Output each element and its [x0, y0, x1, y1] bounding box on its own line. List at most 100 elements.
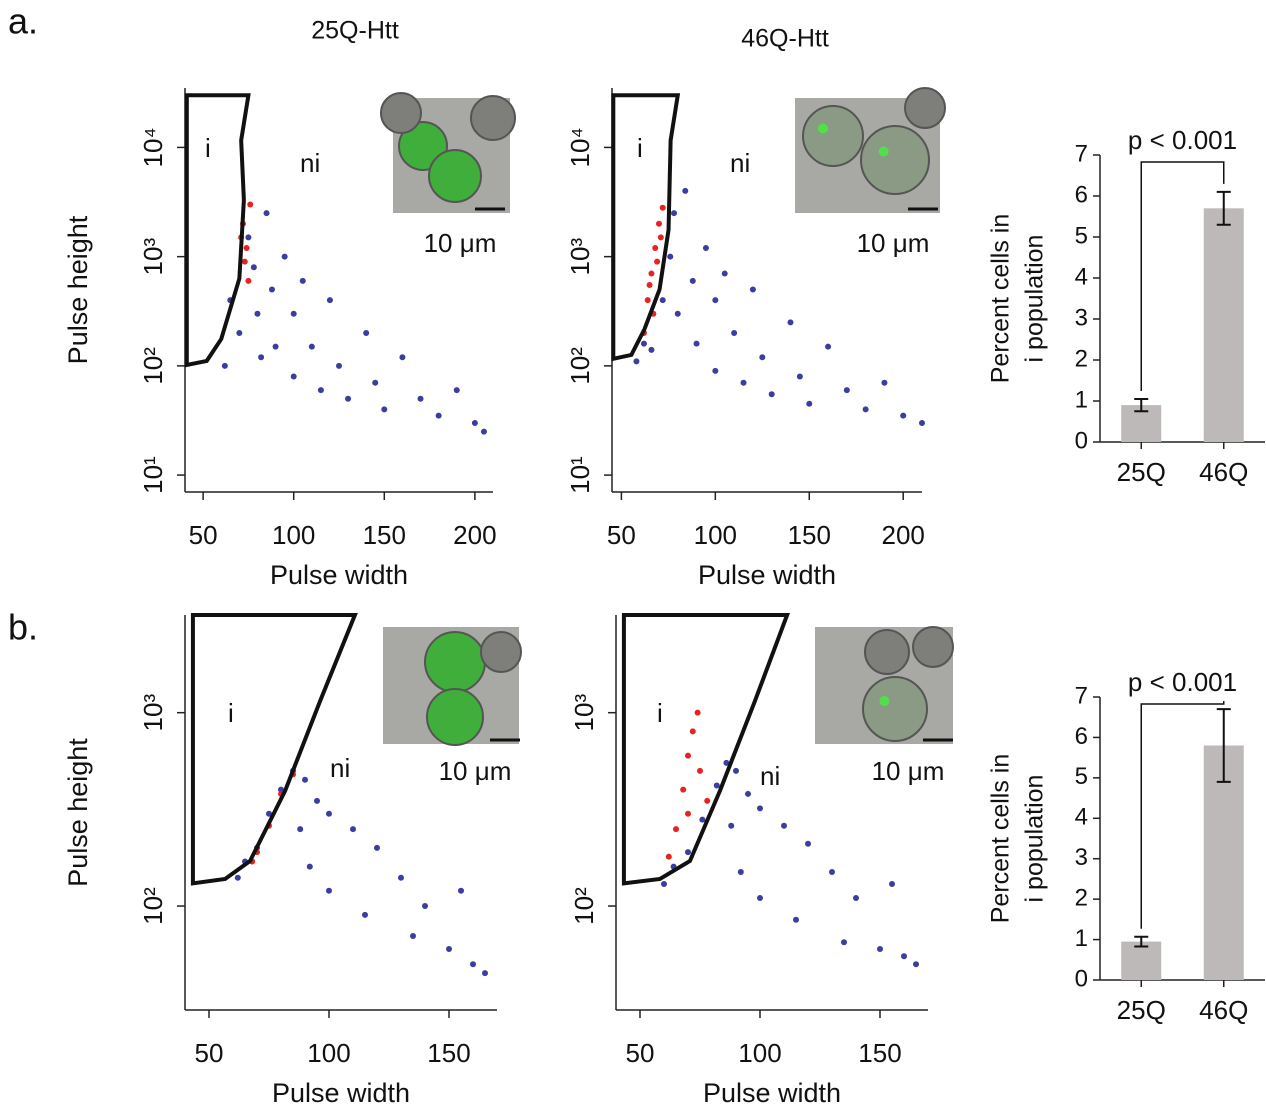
scatter-point [374, 844, 380, 851]
scatter-point [919, 419, 925, 426]
scatter-point [221, 362, 228, 369]
scatter-point [689, 277, 696, 284]
x-axis-label: Pulse width [698, 560, 836, 590]
y-axis-label: Percent cells in [987, 754, 1015, 924]
y-tick-label: 6 [1075, 181, 1088, 208]
scatter-point [306, 863, 313, 870]
scatter-point [697, 767, 703, 774]
y-tick-label: 10³ [138, 694, 168, 732]
scatter-point [317, 387, 324, 394]
gate [611, 93, 681, 362]
scatter-point [659, 297, 666, 304]
scatter-point [245, 277, 252, 284]
scatter-point [422, 903, 428, 910]
x-tick-label: 25Q [1117, 457, 1166, 487]
region-label: i [657, 698, 663, 728]
scatter-point [731, 329, 738, 336]
scatter-point [796, 373, 803, 380]
scatter-point [793, 916, 799, 923]
region-label: ni [760, 761, 780, 791]
x-axis-label: Pulse width [270, 560, 408, 590]
significance-bracket [1140, 161, 1225, 391]
x-axis-label: Pulse width [703, 1078, 841, 1108]
y-tick-label: 10³ [565, 238, 595, 276]
scatter-point [805, 840, 811, 847]
scatter-point [372, 379, 379, 386]
x-tick-label: 200 [453, 520, 496, 550]
y-tick-label: 7 [1075, 682, 1088, 709]
scatter-point [241, 258, 248, 265]
scatter-point [326, 887, 332, 894]
chart-title: 46Q-Htt [741, 25, 829, 53]
gate [621, 613, 791, 886]
scatter-point [862, 406, 869, 413]
scatter-point [740, 379, 747, 386]
y-tick-label: 4 [1075, 263, 1088, 290]
inset-cell [380, 92, 422, 134]
y-tick-label: 0 [1075, 965, 1088, 992]
x-tick-label: 46Q [1199, 457, 1248, 487]
scatter-point [654, 258, 661, 265]
x-tick-label: 50 [189, 520, 218, 550]
x-axis-label: Pulse width [272, 1078, 410, 1108]
x-tick-label: 100 [307, 1038, 350, 1068]
scatter-point [652, 244, 659, 251]
y-tick-label: 10¹ [565, 456, 595, 494]
scatter-point [659, 204, 666, 211]
scatter-point [685, 810, 691, 817]
scatter-point [843, 387, 850, 394]
y-axis-label: i population [1021, 775, 1049, 903]
scatter-point [417, 395, 424, 402]
bar [1121, 941, 1162, 980]
x-tick-label: 150 [858, 1038, 901, 1068]
y-tick-label: 3 [1075, 844, 1088, 871]
y-tick-label: 2 [1075, 884, 1088, 911]
y-tick-label: 2 [1075, 345, 1088, 372]
y-tick-label: 0 [1075, 427, 1088, 454]
scatter-point [682, 187, 689, 194]
inset-cell [862, 676, 928, 742]
scatter-point [704, 797, 711, 804]
scatter-point [234, 874, 241, 881]
scatter-point [685, 752, 691, 759]
y-tick-label: 3 [1075, 304, 1088, 331]
scatter-point [737, 868, 744, 875]
scatter-point [247, 201, 254, 208]
scatter-point [689, 728, 696, 735]
error-bar [1216, 190, 1231, 226]
scale-label: 10 μm [424, 228, 497, 258]
scatter-point [901, 953, 907, 960]
inset-cell [480, 631, 522, 673]
scatter-point [471, 419, 478, 426]
scatter-point [453, 387, 460, 394]
region-label: i [637, 133, 643, 163]
region-label: i [228, 698, 234, 728]
y-tick-label: 6 [1075, 723, 1088, 750]
scatter-point [733, 767, 739, 774]
region-label: i [205, 133, 211, 163]
x-tick-label: 150 [788, 520, 831, 550]
scatter-point [299, 277, 306, 284]
scatter-point [268, 286, 275, 293]
scatter-point [661, 881, 667, 888]
region-label: ni [730, 148, 750, 178]
inset-cell [426, 688, 484, 746]
scatter-point [243, 244, 250, 251]
scatter-point [889, 881, 895, 888]
scatter-point [781, 822, 787, 829]
chart-title: 25Q-Htt [311, 17, 399, 45]
gate [184, 93, 251, 368]
inset-cell [904, 87, 946, 129]
scatter-point [913, 961, 919, 968]
bar [1203, 208, 1244, 442]
scatter-point [713, 782, 720, 789]
scatter-point [458, 887, 464, 894]
inset-cell [860, 125, 930, 195]
y-tick-label: 10⁴ [138, 127, 168, 167]
y-tick-label: 10² [565, 347, 595, 385]
scatter-point [363, 329, 370, 336]
scatter-point [302, 776, 308, 783]
scatter-point [699, 816, 706, 823]
x-tick-label: 100 [272, 520, 315, 550]
panel-label: a. [8, 1, 38, 42]
